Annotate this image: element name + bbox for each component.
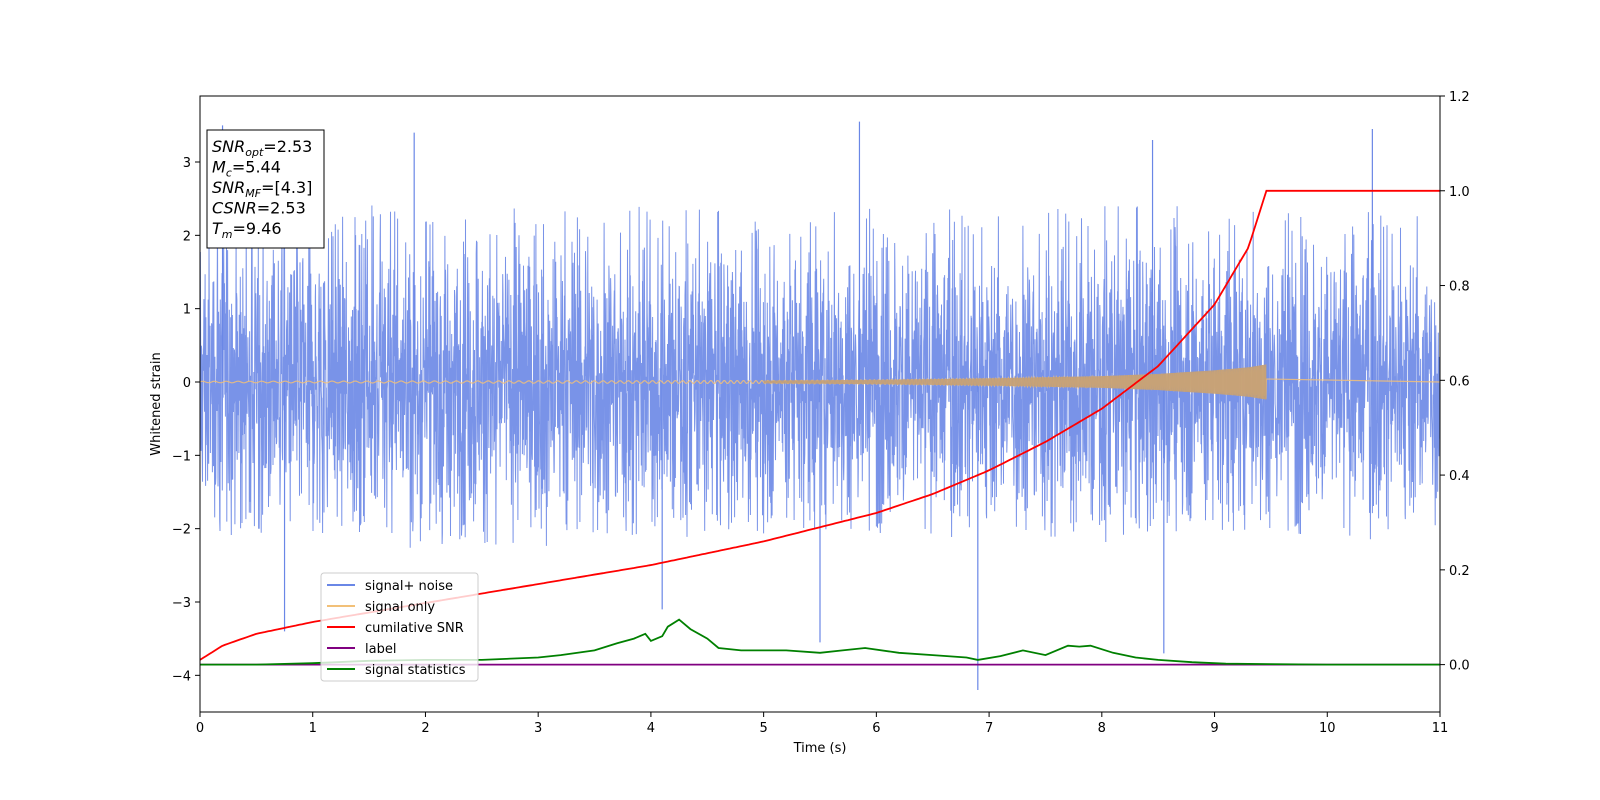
y-axis-label: Whitened strain — [149, 352, 164, 455]
annotation-line: Tm=9.46 — [212, 219, 282, 241]
y-right-tick-label: 0.6 — [1449, 374, 1470, 389]
y-left-tick-label: 0 — [183, 376, 191, 391]
legend-label: signal only — [365, 600, 435, 615]
y-right-tick-label: 1.2 — [1449, 90, 1470, 105]
x-tick-label: 9 — [1210, 721, 1218, 736]
x-tick-label: 1 — [309, 721, 317, 736]
plot-frame — [199, 95, 1441, 713]
y-right-tick-label: 0.8 — [1449, 280, 1470, 295]
x-tick-label: 2 — [421, 721, 429, 736]
y-left-tick-label: 1 — [183, 303, 191, 318]
y-left-tick-label: 2 — [183, 229, 191, 244]
y-left-tick-label: −4 — [172, 669, 191, 684]
y-right-tick-label: 0.2 — [1449, 564, 1470, 579]
x-axis-label: Time (s) — [793, 741, 847, 756]
x-tick-label: 3 — [534, 721, 542, 736]
annotation-line: SNRopt=2.53 — [212, 137, 312, 159]
x-tick-label: 8 — [1098, 721, 1106, 736]
legend-frame — [320, 572, 479, 682]
y-axis-right: 1.2 1.0 0.8 0.6 0.4 0.2 0.0 — [1440, 90, 1470, 674]
x-tick-label: 0 — [196, 721, 204, 736]
y-left-tick-label: 3 — [183, 156, 191, 171]
legend: signal+ noise signal only cumilative SNR la… — [320, 572, 479, 682]
annotation-line: SNRMF=[4.3] — [212, 178, 312, 200]
x-tick-label: 4 — [647, 721, 655, 736]
x-tick-label: 5 — [759, 721, 767, 736]
y-right-tick-label: 0.4 — [1449, 469, 1470, 484]
annotation-line: Mc=5.44 — [212, 158, 281, 180]
x-tick-label: 10 — [1319, 721, 1336, 736]
y-right-tick-label: 0.0 — [1449, 659, 1470, 674]
legend-label: signal+ noise — [365, 579, 453, 594]
y-right-tick-label: 1.0 — [1449, 185, 1470, 200]
x-axis: 0 1 2 3 4 5 6 7 8 9 10 11 — [196, 712, 1448, 736]
x-tick-label: 7 — [985, 721, 993, 736]
y-left-tick-label: −3 — [172, 596, 191, 611]
y-left-tick-label: −1 — [172, 449, 191, 464]
legend-label: label — [365, 642, 396, 657]
y-axis-left: 3 2 1 0 −1 −2 −3 −4 — [172, 156, 200, 684]
annotation-box: SNRopt=2.53Mc=5.44SNRMF=[4.3]CSNR=2.53Tm… — [206, 129, 325, 249]
x-tick-label: 11 — [1432, 721, 1449, 736]
y-left-tick-label: −2 — [172, 523, 191, 538]
annotation-line: CSNR=2.53 — [212, 199, 306, 218]
legend-label: cumilative SNR — [365, 621, 464, 636]
annotation-frame — [206, 129, 325, 249]
series-signal-statistics — [200, 618, 1440, 666]
signal-envelope — [763, 364, 1267, 400]
x-tick-label: 6 — [872, 721, 880, 736]
legend-label: signal statistics — [365, 663, 466, 678]
